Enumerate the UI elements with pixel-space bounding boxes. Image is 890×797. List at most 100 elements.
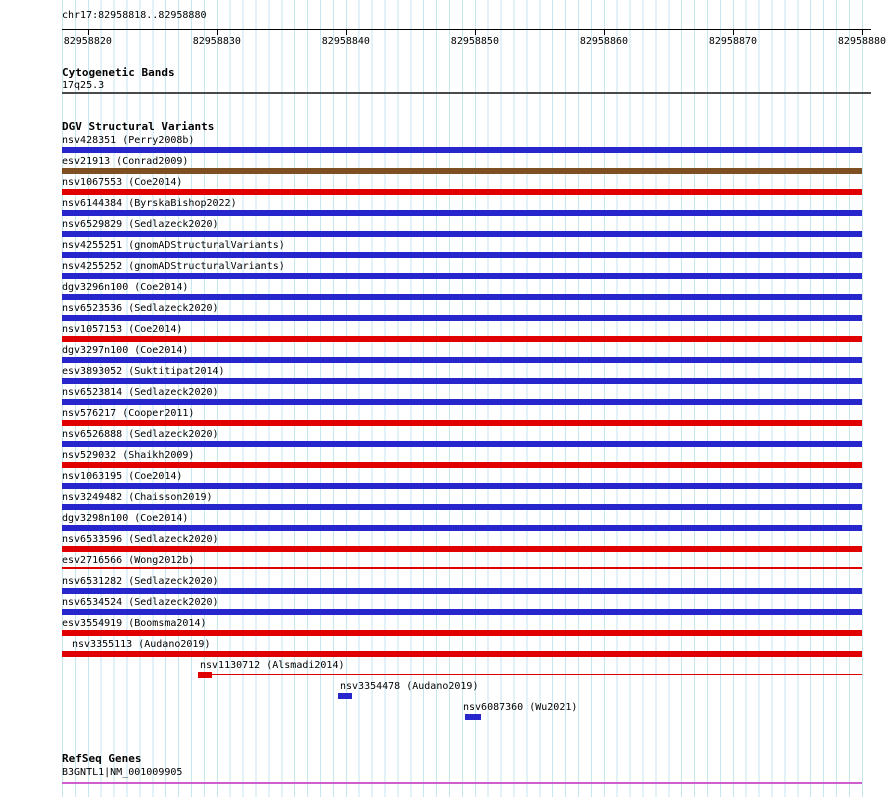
variant-label[interactable]: nsv4255251 (gnomADStructuralVariants) — [62, 240, 285, 251]
variant-bar[interactable] — [198, 672, 212, 678]
variant-label[interactable]: dgv3296n100 (Coe2014) — [62, 282, 189, 293]
ruler-tick-label: 82958870 — [708, 36, 758, 47]
gene-line[interactable] — [62, 782, 862, 784]
variant-bar[interactable] — [62, 189, 862, 195]
variant-row: nsv4255252 (gnomADStructuralVariants) — [62, 260, 862, 281]
variant-row: nsv3355113 (Audano2019) — [62, 638, 862, 659]
variant-row: dgv3296n100 (Coe2014) — [62, 281, 862, 302]
variant-label[interactable]: nsv576217 (Cooper2011) — [62, 408, 195, 419]
variant-bar[interactable] — [62, 567, 862, 569]
variant-bar[interactable] — [465, 714, 481, 720]
variant-bar[interactable] — [62, 609, 862, 615]
gene-label: B3GNTL1|NM_001009905 — [62, 767, 183, 778]
ruler-tick-label: 82958820 — [63, 36, 112, 47]
cytogenetic-bands-title: Cytogenetic Bands — [62, 66, 175, 79]
variant-label[interactable]: esv3554919 (Boomsma2014) — [62, 618, 207, 629]
variant-bar[interactable] — [62, 378, 862, 384]
variant-row: nsv1063195 (Coe2014) — [62, 470, 862, 491]
variant-label[interactable]: nsv1057153 (Coe2014) — [62, 324, 183, 335]
variant-label[interactable]: esv3893052 (Suktitipat2014) — [62, 366, 225, 377]
variant-row: nsv6144384 (ByrskaBishop2022) — [62, 197, 862, 218]
variant-label[interactable]: nsv6523814 (Sedlazeck2020) — [62, 387, 219, 398]
variant-bar[interactable] — [62, 420, 862, 426]
variant-bar[interactable] — [62, 315, 862, 321]
variant-label[interactable]: nsv3355113 (Audano2019) — [72, 639, 211, 650]
variant-label[interactable]: nsv529032 (Shaikh2009) — [62, 450, 195, 461]
ruler-tick — [216, 30, 218, 35]
variant-row: nsv6533596 (Sedlazeck2020) — [62, 533, 862, 554]
variant-row: nsv6523536 (Sedlazeck2020) — [62, 302, 862, 323]
ruler-tick-label: 82958880 — [837, 36, 887, 47]
variant-label[interactable]: esv21913 (Conrad2009) — [62, 156, 189, 167]
variant-bar[interactable] — [62, 588, 862, 594]
variant-bar[interactable] — [62, 504, 862, 510]
variant-bar[interactable] — [62, 357, 862, 363]
variant-bar[interactable] — [62, 462, 862, 468]
variant-bar[interactable] — [62, 630, 862, 636]
variant-label[interactable]: nsv428351 (Perry2008b) — [62, 135, 195, 146]
ruler-tick-label: 82958840 — [321, 36, 370, 47]
variant-label[interactable]: nsv3249482 (Chaisson2019) — [62, 492, 213, 503]
variant-row: nsv1130712 (Alsmadi2014) — [62, 659, 862, 680]
cytoband-label: 17q25.3 — [62, 80, 105, 91]
cytoband-bar — [62, 92, 871, 94]
variant-rows: nsv428351 (Perry2008b) esv21913 (Conrad20… — [62, 134, 862, 722]
variant-bar[interactable] — [62, 651, 862, 657]
variant-row: nsv3249482 (Chaisson2019) — [62, 491, 862, 512]
variant-row: dgv3298n100 (Coe2014) — [62, 512, 862, 533]
variant-bar[interactable] — [62, 294, 862, 300]
variant-row: nsv529032 (Shaikh2009) — [62, 449, 862, 470]
variant-bar[interactable] — [62, 252, 862, 258]
variant-row: nsv576217 (Cooper2011) — [62, 407, 862, 428]
ruler-tick — [345, 30, 347, 35]
variant-label[interactable]: nsv1063195 (Coe2014) — [62, 471, 183, 482]
variant-label[interactable]: dgv3297n100 (Coe2014) — [62, 345, 189, 356]
variant-label[interactable]: nsv6087360 (Wu2021) — [463, 702, 578, 713]
variant-label[interactable]: nsv1130712 (Alsmadi2014) — [200, 660, 345, 671]
ruler-ticks: 82958820 82958830 82958840 82958850 82958860… — [62, 30, 886, 52]
ruler-tick-label: 82958860 — [579, 36, 629, 47]
variant-row: dgv3297n100 (Coe2014) — [62, 344, 862, 365]
variant-row: nsv6087360 (Wu2021) — [62, 701, 862, 722]
variant-row: nsv1067553 (Coe2014) — [62, 176, 862, 197]
variant-row: nsv3354478 (Audano2019) — [62, 680, 862, 701]
variant-bar[interactable] — [62, 168, 862, 174]
grid-lines — [62, 0, 871, 797]
variant-label[interactable]: nsv6523536 (Sedlazeck2020) — [62, 303, 219, 314]
refseq-genes-title: RefSeq Genes — [62, 752, 142, 765]
variant-bar[interactable] — [62, 483, 862, 489]
variant-row: esv2716566 (Wong2012b) — [62, 554, 862, 575]
variant-label[interactable]: nsv3354478 (Audano2019) — [340, 681, 479, 692]
variant-label[interactable]: nsv6529829 (Sedlazeck2020) — [62, 219, 219, 230]
variant-bar[interactable] — [62, 273, 862, 279]
variant-label[interactable]: nsv6526888 (Sedlazeck2020) — [62, 429, 219, 440]
ruler-tick — [603, 30, 605, 35]
variant-label[interactable]: nsv6531282 (Sedlazeck2020) — [62, 576, 219, 587]
ruler-tick — [474, 30, 476, 35]
variant-bar[interactable] — [62, 147, 862, 153]
variant-row: nsv6534524 (Sedlazeck2020) — [62, 596, 862, 617]
variant-row: nsv6531282 (Sedlazeck2020) — [62, 575, 862, 596]
variant-row: nsv1057153 (Coe2014) — [62, 323, 862, 344]
variant-label[interactable]: nsv4255252 (gnomADStructuralVariants) — [62, 261, 285, 272]
variant-bar[interactable] — [62, 399, 862, 405]
variant-label[interactable]: nsv6534524 (Sedlazeck2020) — [62, 597, 219, 608]
variant-label[interactable]: nsv1067553 (Coe2014) — [62, 177, 183, 188]
variant-label[interactable]: nsv6144384 (ByrskaBishop2022) — [62, 198, 237, 209]
variant-bar[interactable] — [62, 441, 862, 447]
variant-row: nsv4255251 (gnomADStructuralVariants) — [62, 239, 862, 260]
variant-bar[interactable] — [62, 546, 862, 552]
variant-bar[interactable] — [62, 336, 862, 342]
variant-label[interactable]: dgv3298n100 (Coe2014) — [62, 513, 189, 524]
variant-bar[interactable] — [62, 210, 862, 216]
ruler-baseline — [62, 29, 871, 30]
variant-label[interactable]: nsv6533596 (Sedlazeck2020) — [62, 534, 219, 545]
variant-bar[interactable] — [338, 693, 352, 699]
variant-row: nsv428351 (Perry2008b) — [62, 134, 862, 155]
variant-row: nsv6529829 (Sedlazeck2020) — [62, 218, 862, 239]
variant-bar[interactable] — [62, 525, 862, 531]
variant-bar[interactable] — [62, 231, 862, 237]
region-label: chr17:82958818..82958880 — [62, 10, 207, 21]
variant-label[interactable]: esv2716566 (Wong2012b) — [62, 555, 195, 566]
variant-row: nsv6523814 (Sedlazeck2020) — [62, 386, 862, 407]
